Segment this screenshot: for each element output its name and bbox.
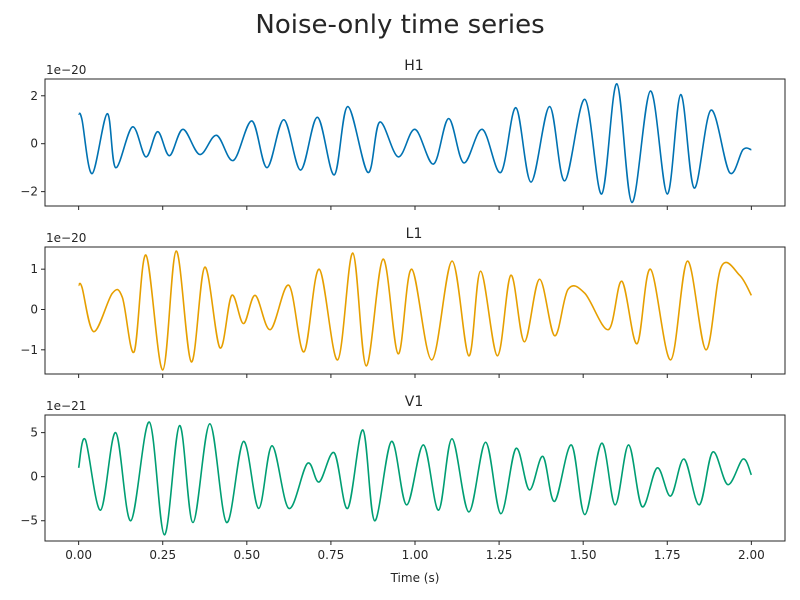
x-axis-label: Time (s) <box>390 571 440 585</box>
y-tick-label-v1: 0 <box>30 470 38 484</box>
panel-v1: V1 1e−21 −5 0 5 0.00 0.25 0.50 0.75 1.00 1.25 1.5… <box>20 394 786 562</box>
x-tick-label: 0.50 <box>233 548 260 562</box>
x-tick-label: 0.00 <box>65 548 92 562</box>
figure-title: Noise-only time series <box>255 10 544 40</box>
x-tick-label: 2.00 <box>738 548 765 562</box>
series-line-h1 <box>77 82 752 204</box>
x-tick-label: 1.75 <box>654 548 681 562</box>
series-line-l1 <box>77 250 753 371</box>
x-tick-label: 1.25 <box>486 548 513 562</box>
panel-title-v1: V1 <box>405 394 423 410</box>
panel-title-h1: H1 <box>404 58 423 74</box>
plot-frame-l1 <box>44 246 786 375</box>
panel-h1: H1 1e−20 −2 0 2 <box>20 58 786 210</box>
offset-label-v1: 1e−21 <box>46 399 86 413</box>
x-tick-label: 0.25 <box>149 548 176 562</box>
y-tick-label-v1: −5 <box>20 514 38 528</box>
y-tick-label-h1: 2 <box>30 89 38 103</box>
y-tick-label-h1: −2 <box>20 185 38 199</box>
offset-label-h1: 1e−20 <box>46 63 86 77</box>
y-tick-label-l1: 1 <box>30 262 38 276</box>
offset-label-l1: 1e−20 <box>46 231 86 245</box>
x-tick-label: 0.75 <box>318 548 345 562</box>
x-tick-label: 1.50 <box>570 548 597 562</box>
panel-title-l1: L1 <box>406 226 423 242</box>
y-tick-label-l1: −1 <box>20 343 38 357</box>
y-tick-label-l1: 0 <box>30 302 38 316</box>
y-tick-label-v1: 5 <box>30 426 38 440</box>
x-tick-label: 1.00 <box>402 548 429 562</box>
y-tick-label-h1: 0 <box>30 137 38 151</box>
panel-l1: L1 1e−20 −1 0 1 <box>20 226 786 378</box>
series-line-v1 <box>77 421 753 536</box>
